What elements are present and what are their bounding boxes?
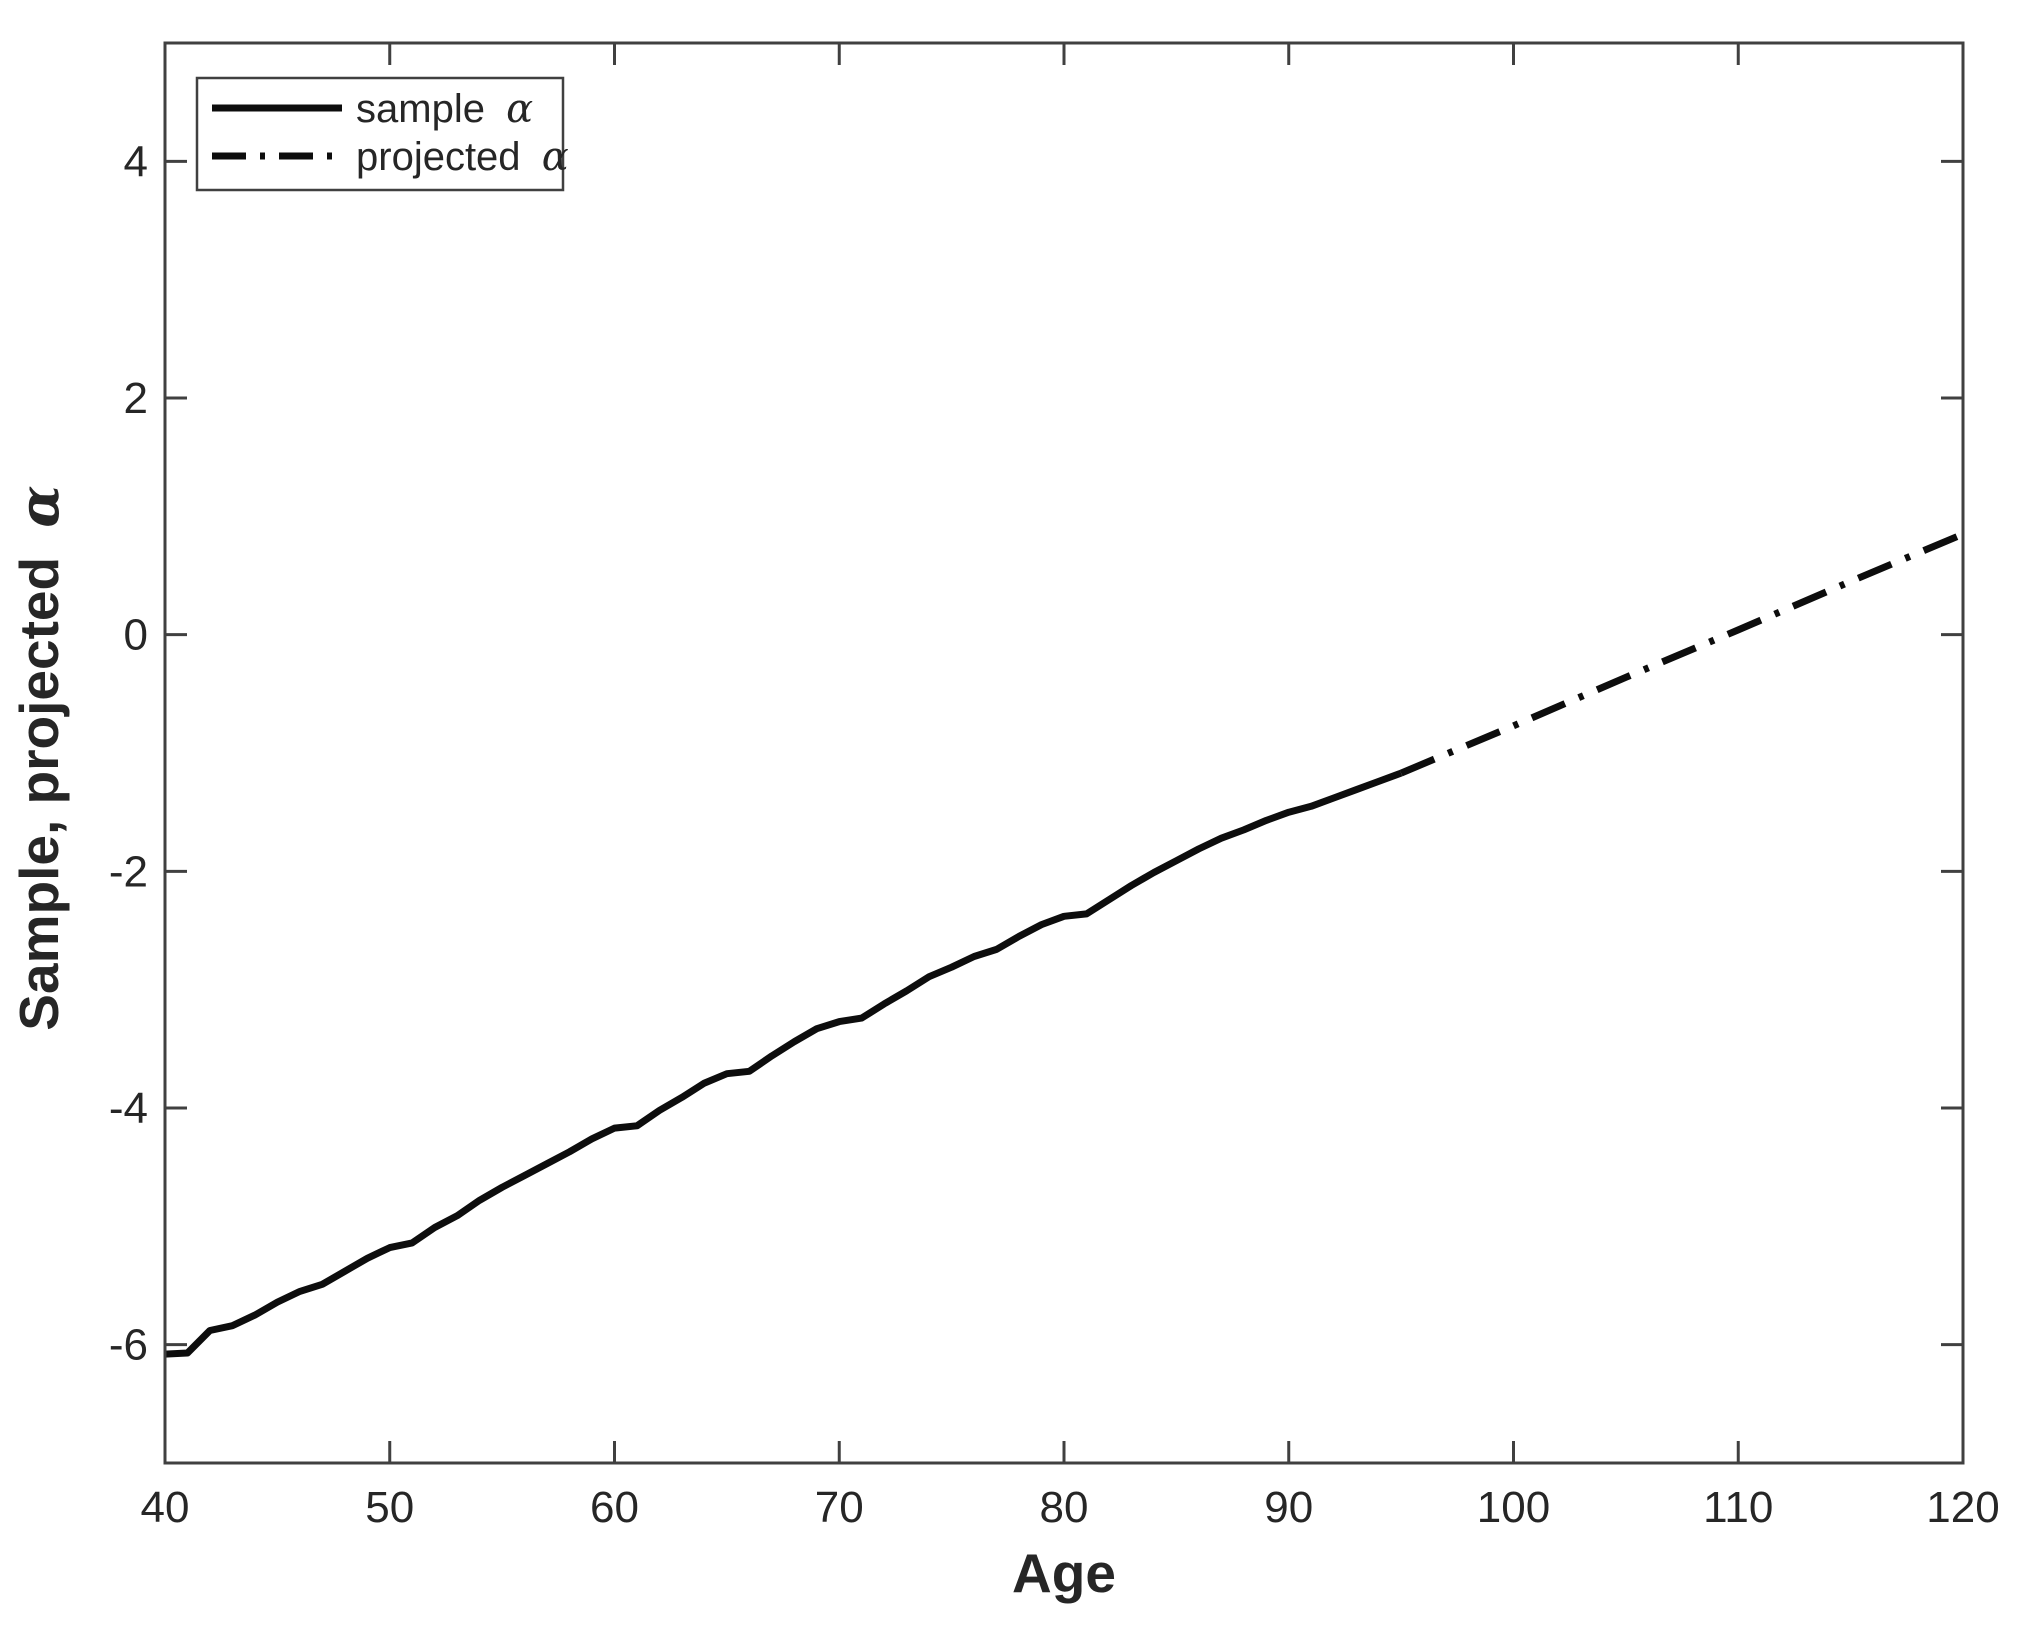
x-tick-label: 40 bbox=[141, 1483, 190, 1532]
y-tick-label: 4 bbox=[124, 137, 148, 186]
legend-projected-label: projected α bbox=[356, 134, 569, 180]
x-tick-label: 100 bbox=[1477, 1483, 1550, 1532]
legend-projected-alpha: α bbox=[542, 134, 569, 180]
alpha-symbol: α bbox=[6, 485, 71, 527]
x-tick-label: 110 bbox=[1703, 1483, 1773, 1532]
y-tick-label: -4 bbox=[109, 1084, 148, 1133]
plot-border bbox=[163, 41, 1965, 1465]
y-tick-label: -2 bbox=[109, 847, 148, 896]
legend: sample α projected α bbox=[195, 76, 569, 192]
x-tick-label: 90 bbox=[1264, 1483, 1313, 1532]
x-axis-label: Age bbox=[1012, 1542, 1116, 1604]
x-tick-label: 60 bbox=[590, 1483, 639, 1532]
legend-sample-label: sample α bbox=[356, 86, 533, 132]
legend-projected-text: projected bbox=[356, 135, 521, 179]
x-tick-label: 120 bbox=[1926, 1483, 1999, 1532]
legend-box bbox=[195, 76, 565, 192]
legend-sample-text: sample bbox=[356, 87, 485, 131]
series-layer bbox=[164, 530, 1965, 1358]
legend-sample-alpha: α bbox=[506, 86, 533, 132]
x-tick-label: 70 bbox=[815, 1483, 864, 1532]
series-dashdot bbox=[1399, 530, 1965, 777]
series-solid bbox=[164, 769, 1403, 1358]
axes-frame bbox=[163, 41, 1965, 1465]
y-axis-label-text: Sample, projected bbox=[8, 557, 70, 1031]
axis-tick-labels: 40 50 60 70 80 90 100 110 120 -6 -4 -2 0 2 4 bbox=[109, 137, 2000, 1532]
x-tick-label: 50 bbox=[365, 1483, 414, 1532]
x-tick-label: 80 bbox=[1040, 1483, 1089, 1532]
axis-ticks bbox=[163, 43, 1965, 1463]
y-axis-label: Sample, projected α bbox=[6, 485, 71, 1030]
y-tick-label: 0 bbox=[124, 611, 148, 660]
y-tick-label: -6 bbox=[109, 1321, 148, 1370]
y-tick-label: 2 bbox=[124, 374, 148, 423]
